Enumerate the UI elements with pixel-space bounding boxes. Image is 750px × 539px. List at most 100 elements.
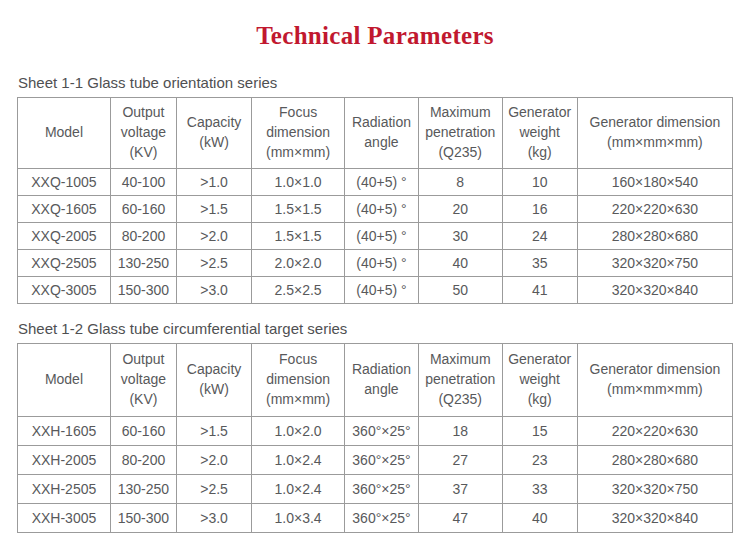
header-row: ModelOutput voltage (KV)Capacity (kW)Foc… (18, 344, 733, 417)
table-cell: 130-250 (110, 250, 176, 277)
table-row: XXH-160560-160>1.51.0×2.0360°×25°1815220… (18, 417, 733, 446)
column-header: Maximum penetration (Q235) (418, 98, 502, 169)
header-row: ModelOutput voltage (KV)Capacity (kW)Foc… (18, 98, 733, 169)
table-cell: >2.0 (176, 446, 251, 475)
table-cell: (40+5) ° (345, 169, 419, 196)
table-cell: 2.5×2.5 (252, 277, 345, 304)
table-row: XXH-3005150-300>3.01.0×3.4360°×25°474032… (18, 504, 733, 533)
table-row: XXH-2505130-250>2.51.0×2.4360°×25°373332… (18, 475, 733, 504)
column-header: Focus dimension (mm×mm) (252, 344, 345, 417)
sheet-1-1-caption: Sheet 1-1 Glass tube orientation series (18, 74, 733, 91)
table-cell: XXH-2005 (18, 446, 111, 475)
column-header: Generator dimension (mm×mm×mm) (577, 98, 732, 169)
table-cell: 1.0×1.0 (252, 169, 345, 196)
table-cell: 60-160 (110, 417, 176, 446)
table-row: XXQ-100540-100>1.01.0×1.0(40+5) °810160×… (18, 169, 733, 196)
table-cell: 220×220×630 (577, 417, 732, 446)
column-header: Capacity (kW) (176, 98, 251, 169)
table-cell: 40 (502, 504, 577, 533)
table-cell: 320×320×750 (577, 475, 732, 504)
table-cell: >3.0 (176, 504, 251, 533)
table-cell: 40 (418, 250, 502, 277)
column-header: Radiation angle (345, 344, 419, 417)
table-cell: 50 (418, 277, 502, 304)
table-cell: 150-300 (110, 277, 176, 304)
column-header: Generator dimension (mm×mm×mm) (577, 344, 732, 417)
technical-parameters-page: Technical Parameters Sheet 1-1 Glass tub… (0, 0, 750, 533)
table-row: XXQ-200580-200>2.01.5×1.5(40+5) °3024280… (18, 223, 733, 250)
table-cell: 320×320×750 (577, 250, 732, 277)
column-header: Model (18, 98, 111, 169)
table-cell: 33 (502, 475, 577, 504)
column-header: Model (18, 344, 111, 417)
table-cell: 16 (502, 196, 577, 223)
table-cell: 150-300 (110, 504, 176, 533)
column-header: Radiation angle (345, 98, 419, 169)
table-cell: 80-200 (110, 223, 176, 250)
table-cell: 37 (418, 475, 502, 504)
sheet-1-2-caption: Sheet 1-2 Glass tube circumferential tar… (18, 320, 733, 337)
table-cell: >2.0 (176, 223, 251, 250)
table-cell: XXH-2505 (18, 475, 111, 504)
table-cell: >3.0 (176, 277, 251, 304)
table-cell: >1.5 (176, 417, 251, 446)
table-cell: 360°×25° (345, 417, 419, 446)
table-cell: 30 (418, 223, 502, 250)
page-title: Technical Parameters (17, 22, 733, 50)
table-cell: 280×280×680 (577, 446, 732, 475)
table-row: XXH-200580-200>2.01.0×2.4360°×25°2723280… (18, 446, 733, 475)
sheet-1-1-section: Sheet 1-1 Glass tube orientation series … (17, 74, 733, 304)
sheet-1-2-section: Sheet 1-2 Glass tube circumferential tar… (17, 320, 733, 533)
table-cell: 130-250 (110, 475, 176, 504)
table-cell: XXQ-1005 (18, 169, 111, 196)
table-cell: 1.5×1.5 (252, 223, 345, 250)
table-cell: 47 (418, 504, 502, 533)
table-cell: 360°×25° (345, 504, 419, 533)
table-cell: XXH-1605 (18, 417, 111, 446)
table-cell: >1.0 (176, 169, 251, 196)
table-cell: 35 (502, 250, 577, 277)
table-cell: 18 (418, 417, 502, 446)
table-cell: 60-160 (110, 196, 176, 223)
table-cell: 20 (418, 196, 502, 223)
table-cell: 1.0×2.0 (252, 417, 345, 446)
column-header: Capacity (kW) (176, 344, 251, 417)
table-cell: (40+5) ° (345, 277, 419, 304)
column-header: Output voltage (KV) (110, 98, 176, 169)
table-cell: 24 (502, 223, 577, 250)
table-cell: 1.0×2.4 (252, 475, 345, 504)
glass-tube-orientation-table: ModelOutput voltage (KV)Capacity (kW)Foc… (17, 97, 733, 304)
table-cell: 320×320×840 (577, 277, 732, 304)
table-cell: XXH-3005 (18, 504, 111, 533)
table-cell: 40-100 (110, 169, 176, 196)
column-header: Maximum penetration (Q235) (418, 344, 502, 417)
table-cell: >2.5 (176, 475, 251, 504)
table-row: XXQ-160560-160>1.51.5×1.5(40+5) °2016220… (18, 196, 733, 223)
table-cell: XXQ-3005 (18, 277, 111, 304)
table-cell: >2.5 (176, 250, 251, 277)
column-header: Generator weight (kg) (502, 98, 577, 169)
table-cell: 1.5×1.5 (252, 196, 345, 223)
table-cell: 360°×25° (345, 446, 419, 475)
table-cell: 15 (502, 417, 577, 446)
table-cell: 1.0×3.4 (252, 504, 345, 533)
column-header: Generator weight (kg) (502, 344, 577, 417)
column-header: Output voltage (KV) (110, 344, 176, 417)
table-cell: (40+5) ° (345, 196, 419, 223)
table-cell: 220×220×630 (577, 196, 732, 223)
table-cell: 320×320×840 (577, 504, 732, 533)
table-cell: 27 (418, 446, 502, 475)
table-cell: (40+5) ° (345, 250, 419, 277)
table-cell: 360°×25° (345, 475, 419, 504)
table-cell: XXQ-2505 (18, 250, 111, 277)
table-cell: 41 (502, 277, 577, 304)
table-cell: 160×180×540 (577, 169, 732, 196)
table-row: XXQ-2505130-250>2.52.0×2.0(40+5) °403532… (18, 250, 733, 277)
table-cell: XXQ-2005 (18, 223, 111, 250)
table-row: XXQ-3005150-300>3.02.5×2.5(40+5) °504132… (18, 277, 733, 304)
table-cell: 10 (502, 169, 577, 196)
table-cell: 2.0×2.0 (252, 250, 345, 277)
table-cell: XXQ-1605 (18, 196, 111, 223)
glass-tube-circumferential-table: ModelOutput voltage (KV)Capacity (kW)Foc… (17, 343, 733, 533)
table-cell: 280×280×680 (577, 223, 732, 250)
